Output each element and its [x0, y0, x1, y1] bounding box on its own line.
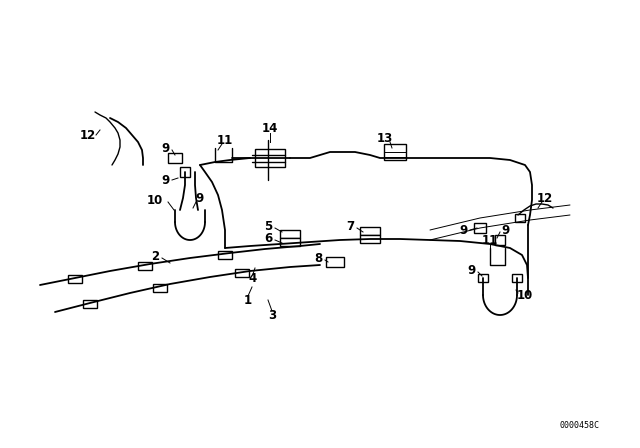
- Text: 10: 10: [517, 289, 533, 302]
- Text: 0000458C: 0000458C: [560, 421, 600, 430]
- Text: 11: 11: [482, 233, 498, 246]
- Text: 8: 8: [314, 251, 322, 264]
- Text: 10: 10: [147, 194, 163, 207]
- Bar: [180, 167, 190, 177]
- Text: 12: 12: [80, 129, 96, 142]
- Text: 9: 9: [161, 173, 169, 186]
- Bar: [515, 214, 525, 222]
- Bar: [218, 251, 232, 259]
- Text: 9: 9: [468, 263, 476, 276]
- Bar: [168, 153, 182, 163]
- Text: 6: 6: [264, 232, 272, 245]
- Text: 11: 11: [217, 134, 233, 146]
- Bar: [360, 227, 380, 235]
- Text: 5: 5: [264, 220, 272, 233]
- Text: 14: 14: [262, 121, 278, 134]
- Bar: [138, 262, 152, 270]
- Bar: [360, 235, 380, 243]
- Bar: [474, 223, 486, 233]
- Text: 9: 9: [161, 142, 169, 155]
- Bar: [384, 144, 406, 160]
- Bar: [280, 230, 300, 238]
- Text: 3: 3: [268, 309, 276, 322]
- Text: 9: 9: [459, 224, 467, 237]
- Text: 2: 2: [151, 250, 159, 263]
- Bar: [255, 149, 285, 167]
- Bar: [326, 257, 344, 267]
- Bar: [478, 274, 488, 282]
- Text: 9: 9: [196, 191, 204, 204]
- Bar: [235, 269, 249, 277]
- Text: 4: 4: [249, 271, 257, 284]
- Bar: [512, 274, 522, 282]
- Text: 12: 12: [537, 191, 553, 204]
- Text: 1: 1: [244, 293, 252, 306]
- Text: 9: 9: [501, 224, 509, 237]
- Bar: [153, 284, 167, 292]
- Bar: [280, 238, 300, 246]
- Text: 13: 13: [377, 132, 393, 145]
- Bar: [495, 235, 505, 245]
- Text: 7: 7: [346, 220, 354, 233]
- Bar: [83, 300, 97, 308]
- Bar: [68, 275, 82, 283]
